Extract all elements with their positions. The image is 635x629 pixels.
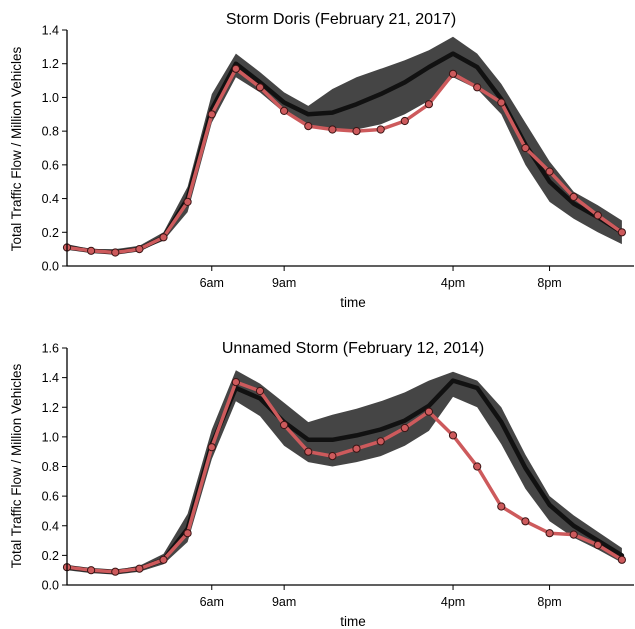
storm-point <box>352 127 361 136</box>
x-tick-label: 9am <box>272 595 296 609</box>
storm-point <box>111 248 120 257</box>
storm-point <box>424 100 433 109</box>
storm-point <box>159 233 168 242</box>
storm-point <box>400 423 409 433</box>
y-tick-label: 0.4 <box>42 192 59 206</box>
y-tick-label: 1.4 <box>42 24 59 38</box>
x-tick-label: 6am <box>200 276 224 290</box>
y-axis-label: Total Traffic Flow / Million Vehicles <box>9 363 24 568</box>
storm-point <box>448 69 458 78</box>
y-tick-label: 0.4 <box>42 519 59 533</box>
x-tick-label: 6am <box>200 595 224 609</box>
storm-point <box>328 125 337 134</box>
storm-point <box>231 64 240 73</box>
storm-point <box>376 125 385 134</box>
storm-point <box>497 502 506 511</box>
x-axis-label: time <box>340 295 366 310</box>
range-band <box>67 36 622 255</box>
range-band <box>67 370 622 575</box>
storm-point <box>207 110 216 119</box>
y-tick-label: 0.6 <box>42 158 59 172</box>
x-tick-label: 8pm <box>537 276 561 290</box>
storm-point <box>521 517 530 526</box>
y-tick-label: 0.8 <box>42 460 59 474</box>
storm-line <box>65 380 624 574</box>
storm-point <box>617 555 627 564</box>
axes: 0.0 0.2 0.4 0.6 0.8 1.0 1.2 1.4 1.6 6am 9am 4pm 8pm <box>42 342 634 609</box>
storm-point <box>159 555 168 564</box>
storm-point <box>135 245 144 254</box>
y-tick-label: 0.6 <box>42 490 59 504</box>
storm-point <box>617 228 627 237</box>
storm-point <box>231 378 240 387</box>
storm-point <box>473 462 482 471</box>
storm-line <box>65 67 624 255</box>
storm-point <box>135 564 144 573</box>
storm-point <box>593 211 602 220</box>
storm-point <box>328 452 337 461</box>
storm-point <box>111 567 120 576</box>
storm-point <box>448 431 458 440</box>
chart-panel-storm-doris: Storm Doris (February 21, 2017) 0.00.20.… <box>9 11 634 310</box>
chart-title: Unnamed Storm (February 12, 2014) <box>222 340 484 357</box>
storm-point <box>304 122 313 131</box>
storm-point <box>207 443 216 452</box>
mean-line <box>64 378 625 574</box>
x-axis-label: time <box>340 614 366 629</box>
storm-point <box>255 83 265 92</box>
y-tick-label: 1.0 <box>42 430 59 444</box>
y-tick-label: 1.2 <box>42 57 59 71</box>
y-tick-label: 0.0 <box>42 579 59 593</box>
plot-area <box>62 36 627 257</box>
storm-point <box>183 197 192 206</box>
storm-point <box>569 192 578 201</box>
storm-point <box>545 529 554 538</box>
chart-panel-unnamed-storm: Unnamed Storm (February 12, 2014) 0.0 0.2… <box>9 340 634 629</box>
x-tick-label: 8pm <box>537 595 561 609</box>
y-tick-label: 0.8 <box>42 125 59 139</box>
storm-point <box>280 106 289 116</box>
x-tick-label: 9am <box>272 276 296 290</box>
y-axis-label: Total Traffic Flow / Million Vehicles <box>9 46 24 251</box>
storm-point <box>497 98 506 107</box>
chart-title: Storm Doris (February 21, 2017) <box>226 11 456 28</box>
storm-point <box>87 566 96 575</box>
y-tick-label: 1.2 <box>42 401 59 415</box>
axes: 0.0 0.2 0.4 0.6 0.8 1.0 1.2 1.4 6am 9am 4pm 8pm <box>42 24 634 290</box>
storm-point <box>400 116 409 126</box>
y-tick-label: 1.0 <box>42 91 59 105</box>
y-tick-label: 1.6 <box>42 342 59 356</box>
x-tick-label: 4pm <box>441 595 465 609</box>
y-tick-label: 0.2 <box>42 226 59 240</box>
y-tick-label: 1.4 <box>42 371 59 385</box>
storm-point <box>473 83 482 92</box>
storm-point <box>545 167 554 176</box>
storm-point <box>593 540 602 550</box>
storm-point <box>376 437 385 446</box>
storm-point <box>521 143 530 153</box>
y-tick-label: 0.2 <box>42 549 59 563</box>
storm-point <box>304 447 313 456</box>
y-tick-label: 0.0 <box>42 260 59 274</box>
storm-point <box>280 420 289 430</box>
x-tick-label: 4pm <box>441 276 465 290</box>
storm-point <box>352 444 361 453</box>
storm-point <box>255 386 265 396</box>
storm-point <box>183 529 192 538</box>
storm-point <box>87 246 96 255</box>
storm-point <box>424 407 433 416</box>
storm-point <box>569 530 578 539</box>
plot-area <box>62 370 627 576</box>
